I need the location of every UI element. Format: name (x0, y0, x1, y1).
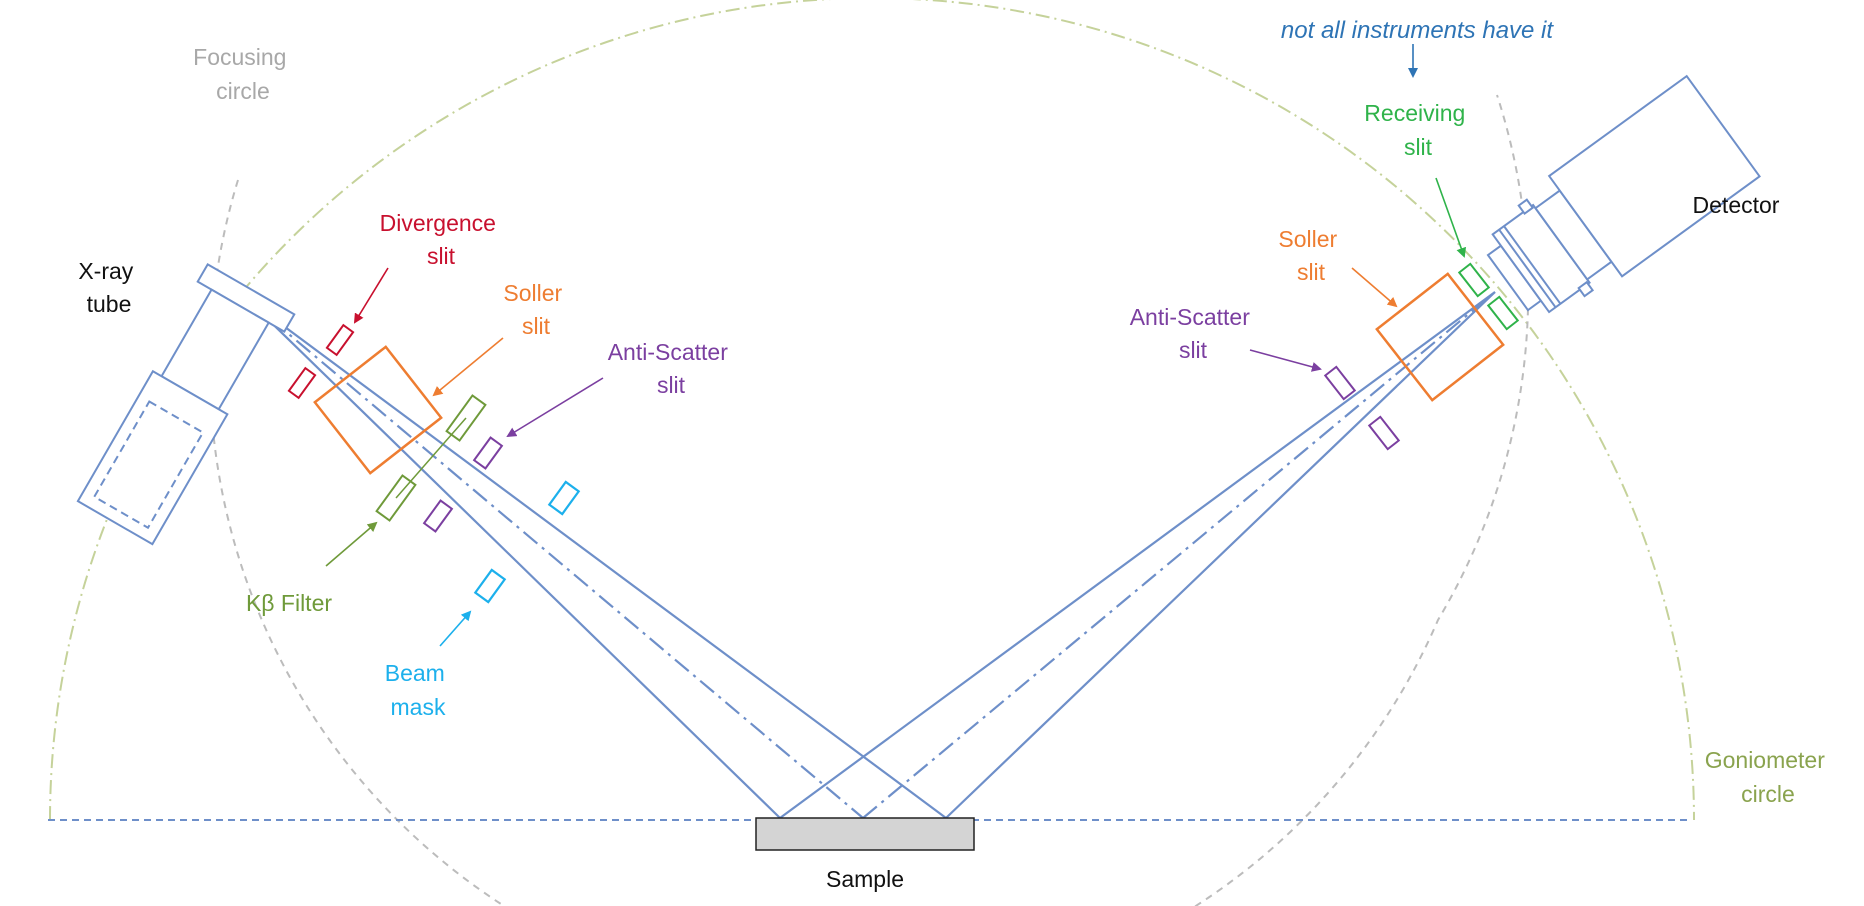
sample-label: Sample (826, 866, 904, 892)
soller-left-arrow (434, 338, 503, 395)
beam-mask (475, 482, 578, 602)
anti-scatter-left-label: Anti-Scatter slit (608, 339, 735, 398)
divergence-arrow (355, 268, 388, 322)
soller-slit-left-label: Soller slit (503, 280, 568, 339)
beam-mask-label: Beam mask (385, 660, 451, 720)
receiving-slit-label: Receiving slit (1364, 100, 1471, 160)
kbeta-filter-label: Kβ Filter (246, 590, 332, 616)
goniometer-circle-label: Goniometer circle (1705, 747, 1832, 807)
detector-label: Detector (1693, 192, 1780, 218)
soller-slit-right-label: Soller slit (1278, 226, 1343, 285)
kbeta-filter (377, 395, 486, 520)
beam-mask-arrow (440, 612, 470, 646)
soller-right-arrow (1352, 268, 1396, 306)
divergence-slit-label: Divergence slit (380, 210, 503, 269)
kbeta-arrow (326, 523, 376, 566)
anti-scatter-left-arrow (508, 378, 603, 436)
incident-beam (246, 298, 946, 818)
anti-scatter-right-label: Anti-Scatter slit (1130, 304, 1257, 363)
sample-block (756, 818, 974, 850)
receiving-arrow (1436, 178, 1464, 256)
anti-scatter-right-arrow (1250, 350, 1320, 369)
diffracted-beam (780, 292, 1495, 818)
xray-tube-label: X-ray tube (78, 258, 139, 317)
focusing-circle-label: Focusing circle (193, 44, 293, 104)
note-label: not all instruments have it (1281, 17, 1554, 44)
